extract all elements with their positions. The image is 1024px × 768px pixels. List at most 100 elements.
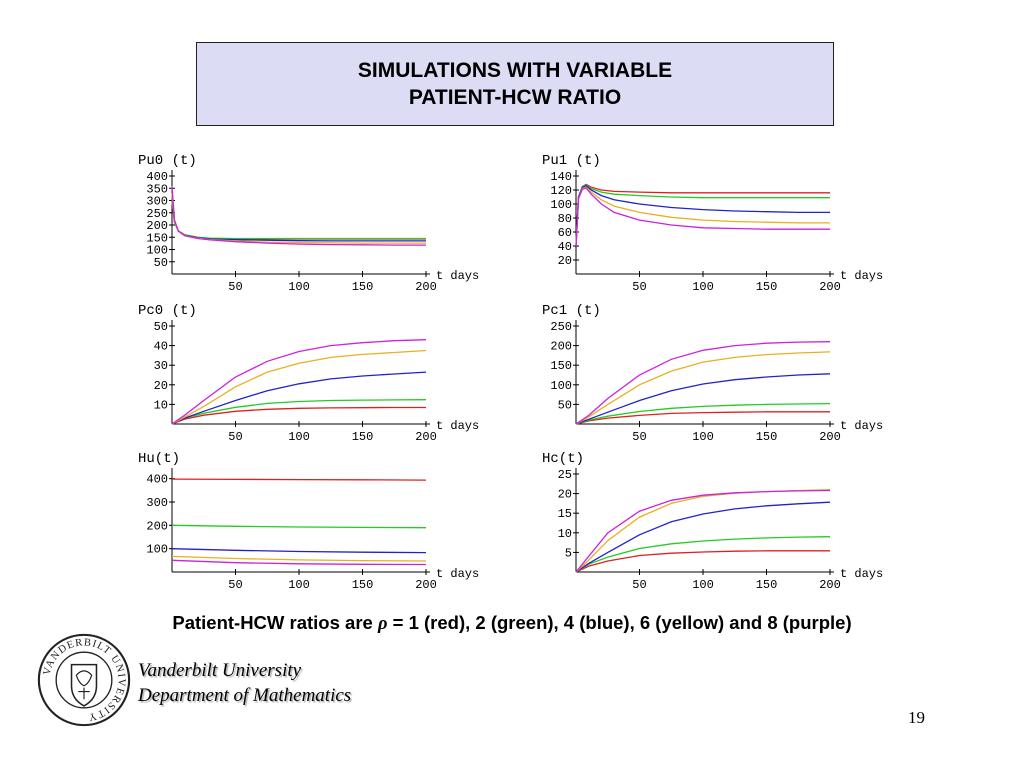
series-line-purple	[171, 339, 427, 425]
y-tick-label: 10	[558, 527, 572, 541]
x-tick-label: 50	[632, 430, 646, 444]
y-tick-label: 30	[154, 359, 168, 373]
y-tick-label: 400	[146, 473, 168, 487]
x-tick-label: 50	[632, 280, 646, 294]
y-tick-label: 200	[146, 519, 168, 533]
x-tick-label: 200	[819, 578, 841, 592]
university-name: Vanderbilt University	[138, 660, 302, 681]
y-tick-label: 250	[550, 320, 572, 334]
x-tick-label: 150	[756, 280, 778, 294]
y-tick-label: 140	[550, 170, 572, 184]
title-line-1: SIMULATIONS WITH VARIABLE	[357, 59, 673, 82]
y-tick-label: 120	[550, 184, 572, 198]
y-tick-label: 100	[146, 244, 168, 258]
series-line-blue	[171, 371, 427, 425]
series-line-purple	[575, 187, 830, 247]
x-tick-label: 150	[352, 430, 374, 444]
series-line-blue	[575, 501, 831, 573]
caption-prefix: Patient-HCW ratios are	[172, 612, 378, 633]
x-tick-label: 200	[819, 280, 841, 294]
series-line-yellow	[171, 193, 426, 244]
chart-title: Hu(t)	[138, 451, 180, 467]
x-tick-label: 150	[352, 280, 374, 294]
series-line-yellow	[171, 555, 427, 562]
series-line-purple	[171, 185, 426, 246]
y-tick-label: 100	[550, 198, 572, 212]
series-line-green	[171, 200, 426, 240]
series-line-green	[171, 524, 427, 529]
y-tick-label: 200	[550, 340, 572, 354]
y-tick-label: 50	[558, 398, 572, 412]
series-line-red	[575, 550, 830, 573]
x-tick-label: 150	[352, 578, 374, 592]
y-tick-label: 350	[146, 182, 168, 196]
y-tick-label: 100	[146, 543, 168, 557]
y-tick-label: 100	[550, 379, 572, 393]
x-axis-label: t days	[840, 567, 883, 581]
university-block: Vanderbilt University Department of Math…	[138, 658, 351, 708]
title-line-2: PATIENT-HCW RATIO	[408, 86, 622, 109]
chart-title: Pu1 (t)	[542, 153, 601, 169]
x-tick-label: 100	[288, 280, 310, 294]
series-line-green	[575, 184, 830, 247]
y-tick-label: 150	[550, 359, 572, 373]
series-line-blue	[575, 185, 830, 247]
y-tick-label: 40	[154, 340, 168, 354]
x-tick-label: 150	[756, 578, 778, 592]
chart-pu0: Pu0 (t)50 100 150 2005010015020025030035040…	[138, 153, 479, 294]
x-tick-label: 200	[819, 430, 841, 444]
ratio-caption: Patient-HCW ratios are ρ = 1 (red), 2 (g…	[0, 612, 1024, 635]
x-tick-label: 200	[415, 578, 437, 592]
series-line-red	[171, 478, 427, 481]
slide-title: SIMULATIONS WITH VARIABLE PATIENT-HCW RA…	[196, 42, 834, 126]
series-line-yellow	[171, 349, 427, 425]
y-tick-label: 20	[558, 254, 572, 268]
chart-title: Pc0 (t)	[138, 303, 197, 319]
series-line-green	[575, 402, 831, 425]
series-line-red	[171, 200, 426, 240]
x-axis-label: t days	[436, 567, 479, 581]
y-tick-label: 250	[146, 207, 168, 221]
y-tick-label: 400	[146, 170, 168, 184]
y-tick-label: 80	[558, 212, 572, 226]
y-tick-label: 150	[146, 231, 168, 245]
y-tick-label: 200	[146, 219, 168, 233]
series-line-purple	[171, 559, 427, 566]
x-tick-label: 200	[415, 280, 437, 294]
page-number: 19	[908, 708, 925, 727]
x-tick-label: 50	[632, 578, 646, 592]
x-axis-label: t days	[840, 269, 883, 283]
x-tick-label: 50	[228, 280, 242, 294]
x-axis-label: t days	[436, 419, 479, 433]
y-tick-label: 300	[146, 195, 168, 209]
y-tick-label: 5	[565, 546, 572, 560]
y-tick-label: 20	[154, 379, 168, 393]
y-tick-label: 40	[558, 240, 572, 254]
x-tick-label: 100	[288, 578, 310, 592]
series-line-red	[171, 406, 426, 425]
y-tick-label: 10	[154, 398, 168, 412]
y-tick-label: 60	[558, 226, 572, 240]
series-line-blue	[575, 373, 831, 425]
x-tick-label: 200	[415, 430, 437, 444]
y-tick-label: 50	[154, 320, 168, 334]
series-line-green	[171, 399, 427, 425]
chart-pc1: Pc1 (t) 50 100 150 200 50 100 150 200 250 t days	[542, 303, 883, 444]
series-line-yellow	[575, 186, 830, 247]
y-tick-label: 300	[146, 496, 168, 510]
department-name: Department of Mathematics	[138, 685, 352, 706]
series-line-blue	[171, 548, 427, 554]
series-line-yellow	[575, 351, 831, 425]
x-axis-label: t days	[436, 269, 479, 283]
y-tick-label: 25	[558, 468, 572, 482]
chart-title: Pc1 (t)	[542, 303, 601, 319]
x-tick-label: 100	[692, 578, 714, 592]
rho-symbol: ρ	[377, 614, 388, 634]
series-line-purple	[575, 341, 831, 425]
x-tick-label: 150	[756, 430, 778, 444]
x-tick-label: 100	[288, 430, 310, 444]
series-line-blue	[171, 195, 426, 242]
series-line-green	[575, 536, 831, 573]
